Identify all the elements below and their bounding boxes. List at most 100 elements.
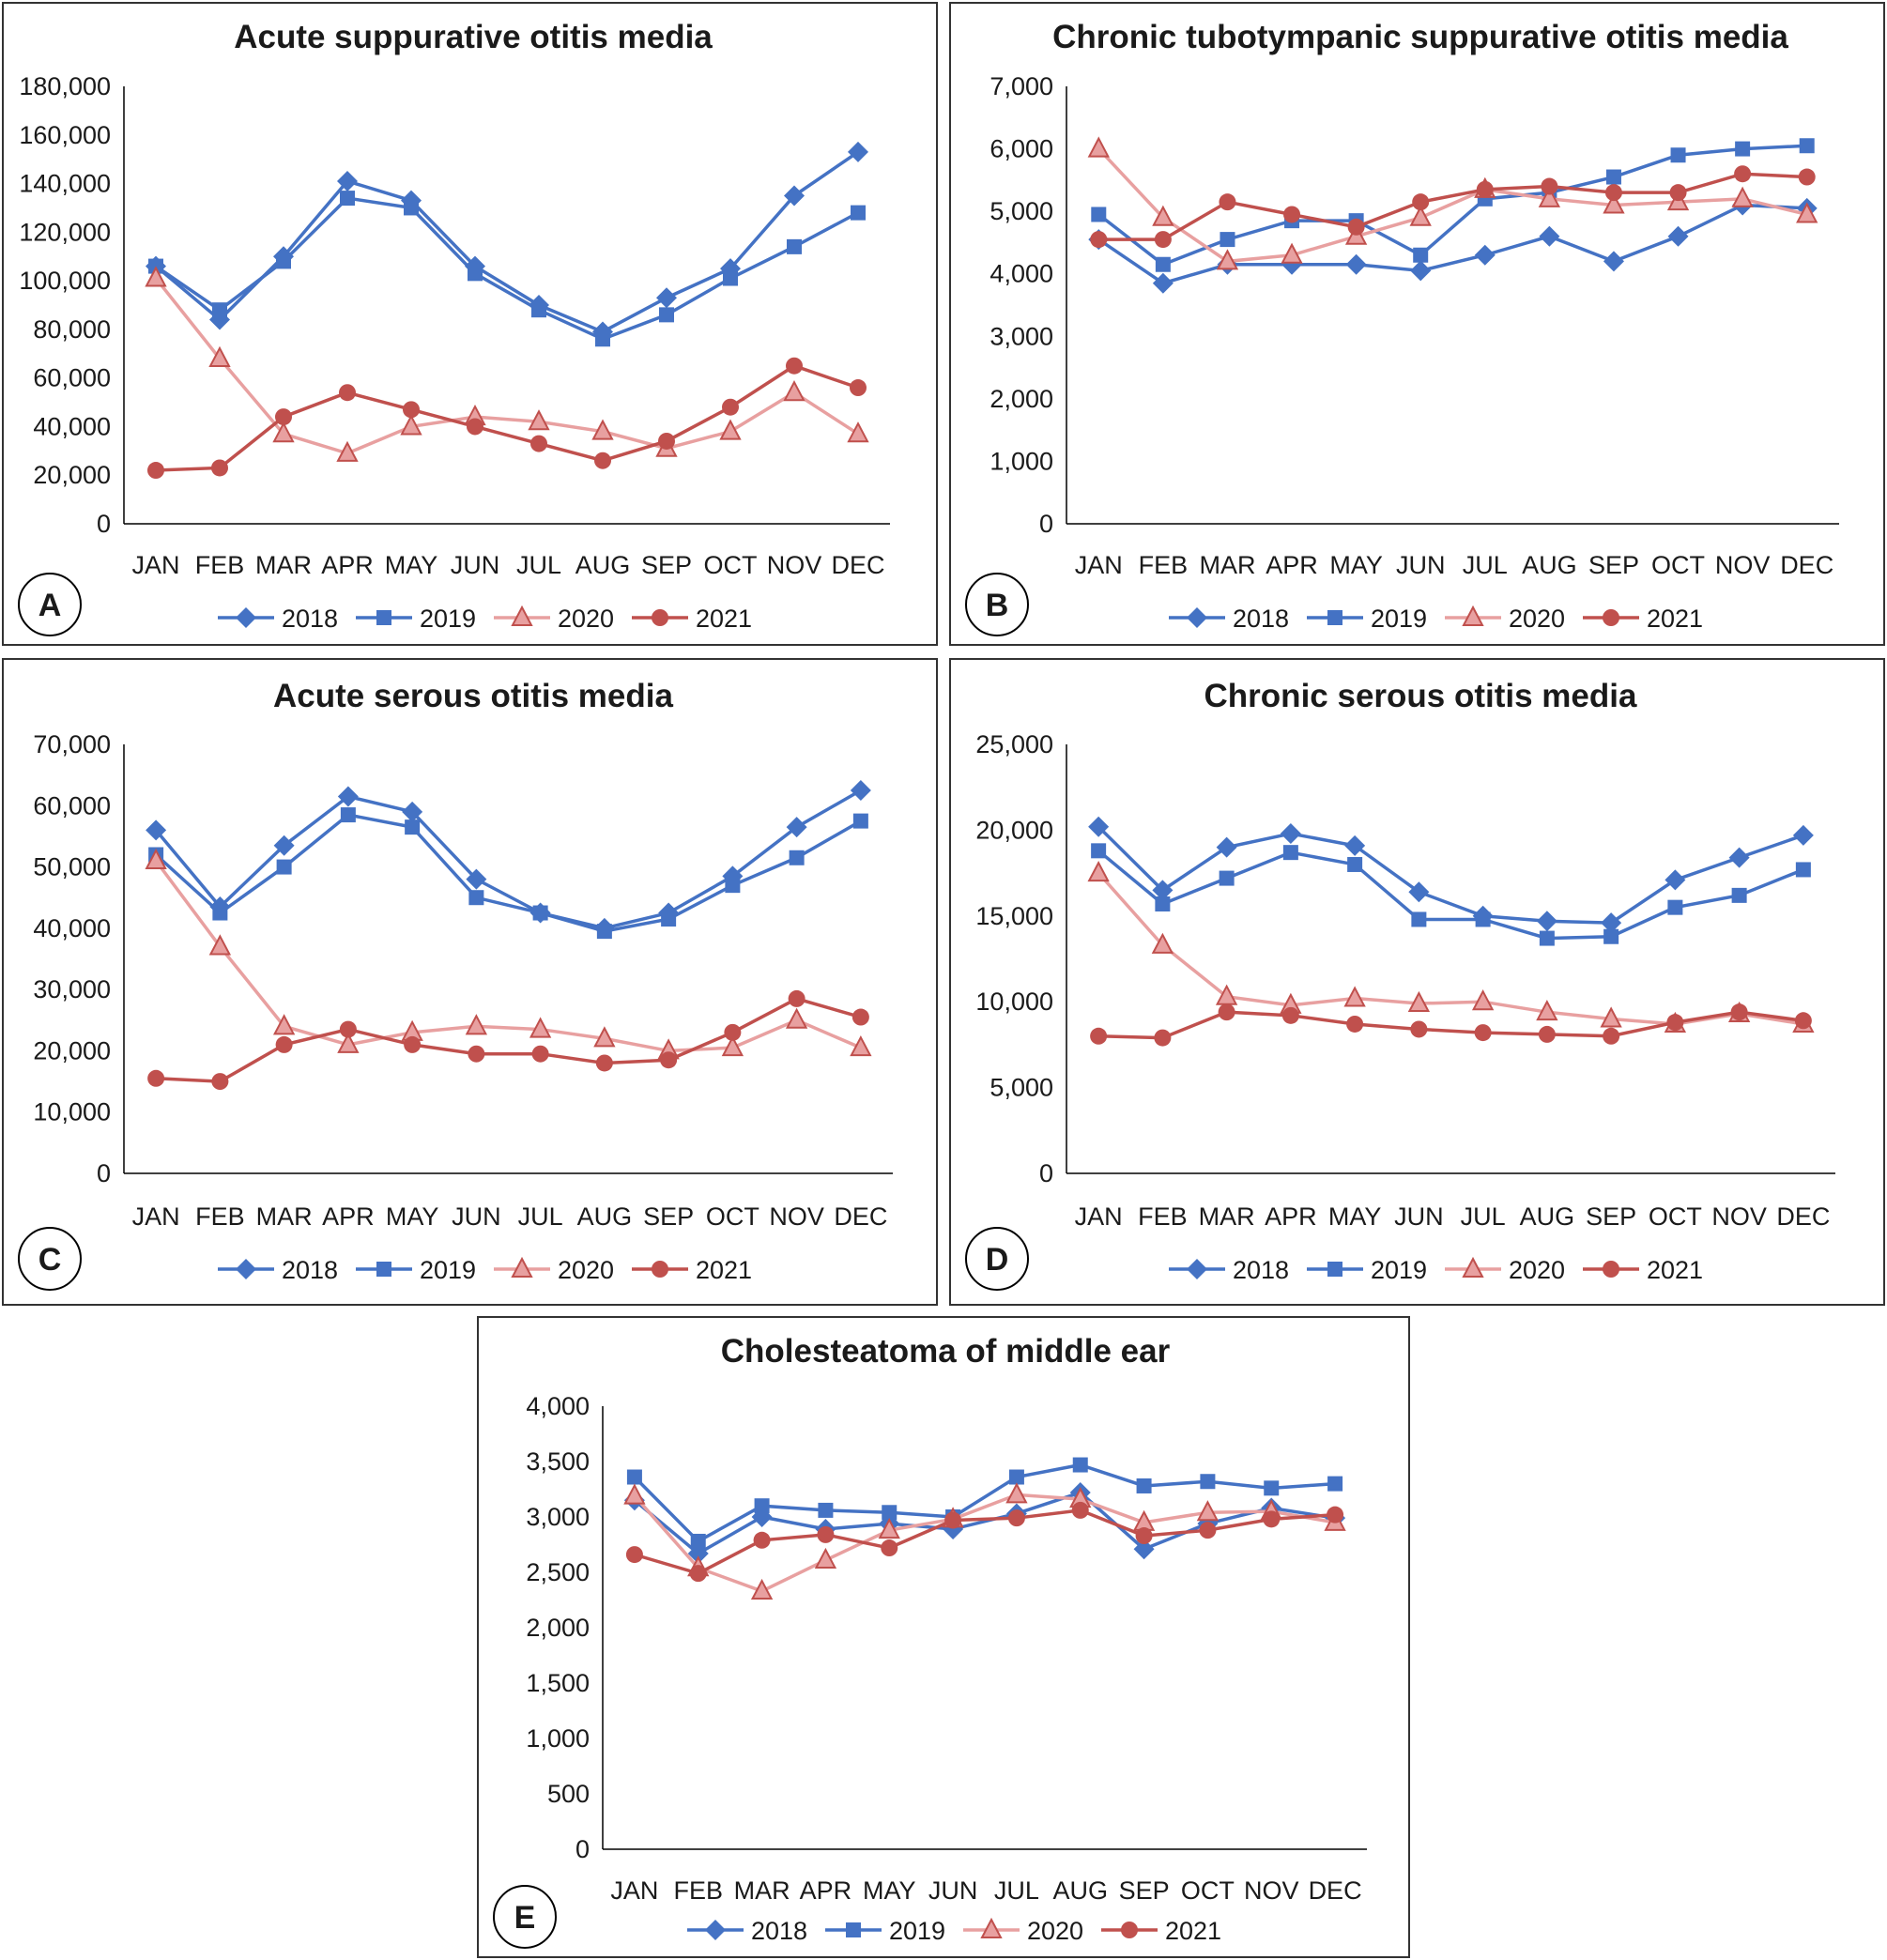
data-point-2020: [1471, 989, 1495, 1011]
data-point-2019: [1799, 138, 1815, 154]
data-point-2021: [275, 408, 292, 426]
data-point-2019: [1411, 911, 1427, 927]
legend-marker: [1462, 1256, 1484, 1278]
y-tick-label: 80,000: [33, 315, 111, 344]
x-tick-label: JUN: [1396, 551, 1446, 579]
data-point-2019: [1347, 856, 1363, 872]
data-point-2019: [531, 302, 546, 318]
data-point-2019: [404, 200, 419, 216]
data-point-2021: [851, 1008, 869, 1026]
x-tick-label: SEP: [1586, 1202, 1636, 1231]
data-point-2021: [1410, 1020, 1428, 1038]
data-point-2019: [626, 1469, 642, 1485]
legend-label: 2019: [420, 605, 476, 633]
data-point-2019: [595, 331, 610, 347]
data-point-2021: [531, 1045, 549, 1063]
data-point-2021: [1541, 177, 1558, 195]
y-tick-label: 160,000: [19, 121, 111, 149]
data-point-2020: [1087, 860, 1110, 882]
series-line-2019: [1097, 144, 1807, 267]
data-point-2018: [1280, 823, 1301, 845]
data-point-2018: [337, 786, 359, 807]
legend-label: 2018: [1233, 605, 1289, 633]
legend-item-2020: 2020: [963, 1917, 1083, 1945]
data-point-2021: [1347, 218, 1365, 236]
legend-marker: [1603, 609, 1619, 626]
series-2021: [1090, 1003, 1812, 1047]
data-point-2019: [276, 859, 292, 875]
legend-item-2021: 2021: [1583, 605, 1703, 633]
x-tick-label: NOV: [1244, 1876, 1299, 1905]
chart-title-a: Acute suppurative otitis media: [234, 19, 713, 55]
y-tick-label: 20,000: [33, 1036, 111, 1064]
legend-marker: [236, 1259, 256, 1279]
x-tick-label: SEP: [641, 551, 692, 579]
y-tick-label: 0: [97, 510, 111, 538]
data-point-2019: [1731, 887, 1747, 903]
data-point-2020: [1216, 249, 1239, 270]
data-point-2021: [1283, 206, 1301, 223]
data-point-2018: [1536, 911, 1557, 932]
x-tick-label: OCT: [1181, 1876, 1235, 1905]
legend-item-2020: 2020: [494, 605, 614, 633]
x-tick-label: FEB: [195, 1202, 245, 1231]
legend-marker: [1462, 605, 1484, 626]
data-point-2021: [1199, 1522, 1217, 1539]
series-2021: [1090, 165, 1816, 249]
data-point-2018: [1345, 253, 1367, 275]
data-point-2020: [337, 1032, 360, 1053]
x-tick-label: APR: [1265, 1202, 1317, 1231]
x-tick-label: NOV: [1711, 1202, 1767, 1231]
y-tick-label: 50,000: [33, 853, 111, 881]
data-point-2019: [661, 911, 677, 927]
data-point-2019: [1220, 232, 1235, 248]
y-tick-label: 0: [97, 1159, 111, 1187]
legend-item-2018: 2018: [1169, 605, 1289, 633]
data-point-2021: [1263, 1510, 1281, 1528]
data-point-2020: [1536, 1000, 1558, 1021]
legend-label: 2020: [1509, 1256, 1565, 1284]
y-tick-label: 3,000: [990, 322, 1053, 350]
legend-item-2021: 2021: [1583, 1256, 1703, 1284]
legend-marker: [1327, 610, 1342, 625]
data-point-2020: [593, 1026, 616, 1048]
data-point-2020: [400, 414, 422, 436]
data-point-2018: [146, 819, 167, 841]
data-point-2018: [1152, 272, 1174, 294]
data-point-2019: [1795, 862, 1811, 878]
y-tick-label: 140,000: [19, 170, 111, 198]
data-point-2021: [1154, 231, 1172, 249]
legend-label: 2021: [696, 1256, 752, 1284]
data-point-2020: [1731, 186, 1754, 207]
y-tick-label: 2,000: [526, 1614, 590, 1642]
x-tick-label: JUL: [516, 551, 561, 579]
x-tick-label: MAR: [734, 1876, 790, 1905]
data-point-2021: [1734, 165, 1752, 183]
data-point-2020: [1407, 990, 1431, 1013]
x-tick-label: APR: [321, 551, 374, 579]
chart-title-e: Cholesteatoma of middle ear: [721, 1333, 1171, 1370]
data-point-2021: [753, 1531, 771, 1549]
panel-badge: [965, 573, 1029, 636]
data-point-2020: [1796, 202, 1818, 223]
legend-item-2018: 2018: [218, 1256, 338, 1284]
legend-item-2019: 2019: [825, 1917, 945, 1945]
data-point-2018: [687, 1542, 709, 1564]
series-line-2020: [1097, 147, 1808, 264]
legend-item-2018: 2018: [218, 605, 338, 633]
data-point-2021: [468, 1045, 485, 1063]
data-point-2020: [1152, 205, 1174, 226]
data-point-2018: [1088, 816, 1110, 837]
series-2018: [146, 779, 871, 939]
data-point-2019: [468, 266, 483, 282]
data-point-2021: [147, 1069, 165, 1087]
legend-marker: [846, 1922, 861, 1937]
data-point-2020: [1603, 192, 1625, 214]
series-line-2019: [633, 1462, 1336, 1544]
data-point-2020: [721, 1035, 744, 1057]
x-tick-label: DEC: [1776, 1202, 1830, 1231]
y-tick-label: 70,000: [33, 730, 111, 758]
x-tick-label: JAN: [610, 1876, 658, 1905]
data-point-2019: [754, 1498, 770, 1514]
data-point-2019: [659, 307, 674, 323]
